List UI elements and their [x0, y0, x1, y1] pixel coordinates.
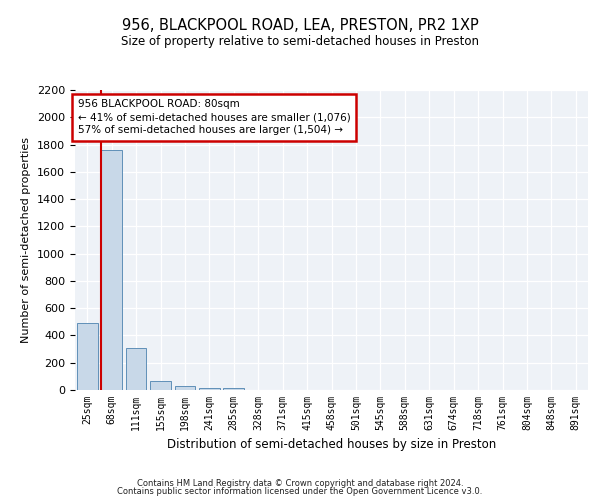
Y-axis label: Number of semi-detached properties: Number of semi-detached properties	[22, 137, 31, 343]
Bar	[77, 323, 98, 390]
Text: Contains HM Land Registry data © Crown copyright and database right 2024.: Contains HM Land Registry data © Crown c…	[137, 478, 463, 488]
Text: Size of property relative to semi-detached houses in Preston: Size of property relative to semi-detach…	[121, 35, 479, 48]
Bar	[125, 348, 146, 390]
Text: 956, BLACKPOOL ROAD, LEA, PRESTON, PR2 1XP: 956, BLACKPOOL ROAD, LEA, PRESTON, PR2 1…	[122, 18, 478, 32]
Bar	[199, 388, 220, 390]
Text: 956 BLACKPOOL ROAD: 80sqm
← 41% of semi-detached houses are smaller (1,076)
57% : 956 BLACKPOOL ROAD: 80sqm ← 41% of semi-…	[77, 99, 350, 136]
Bar	[223, 388, 244, 390]
X-axis label: Distribution of semi-detached houses by size in Preston: Distribution of semi-detached houses by …	[167, 438, 496, 452]
Bar	[101, 150, 122, 390]
Bar	[175, 386, 196, 390]
Bar	[150, 381, 171, 390]
Text: Contains public sector information licensed under the Open Government Licence v3: Contains public sector information licen…	[118, 487, 482, 496]
